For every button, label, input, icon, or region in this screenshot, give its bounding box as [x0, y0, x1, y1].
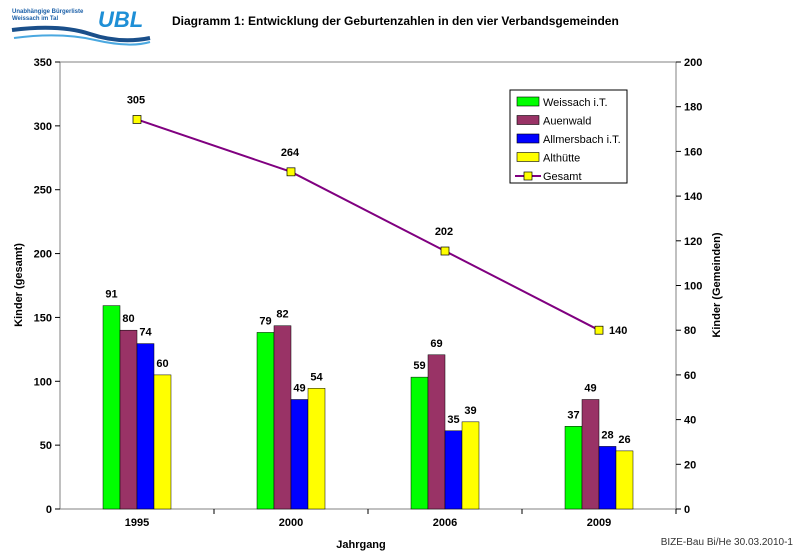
bar-weissach-i-t-: [256, 332, 275, 510]
bar-allmersbach-i-t-: [136, 343, 155, 510]
data-label: 80: [122, 313, 134, 325]
legend-label: Auenwald: [543, 116, 591, 128]
y-tick-label: 50: [40, 440, 52, 452]
line-gesamt: [136, 118, 600, 332]
bar-alth-tte: [307, 388, 326, 510]
y2-tick-label: 0: [684, 504, 690, 516]
legend-swatch: [516, 133, 540, 144]
data-label: 49: [584, 382, 596, 394]
data-label: 82: [276, 309, 288, 321]
bar-weissach-i-t-: [102, 305, 121, 510]
bar-auenwald: [581, 399, 600, 510]
y2-tick-label: 180: [684, 102, 702, 114]
legend-marker: [523, 171, 533, 181]
y2-tick-label: 100: [684, 281, 702, 293]
logo: Unabhängige Bürgerliste Weissach im Tal …: [11, 7, 151, 46]
point-gesamt: [440, 246, 450, 256]
data-label: 49: [293, 382, 305, 394]
data-label: 79: [259, 315, 271, 327]
y2-tick-label: 140: [684, 191, 702, 203]
data-label: 35: [447, 414, 459, 426]
legend-label: Weissach i.T.: [543, 97, 608, 109]
y-tick-label: 100: [34, 376, 52, 388]
bar-allmersbach-i-t-: [290, 399, 309, 510]
bar-auenwald: [119, 329, 138, 510]
y2-tick-label: 20: [684, 459, 696, 471]
data-label: 39: [464, 405, 476, 417]
data-label: 28: [601, 429, 613, 441]
x-tick-label: 1995: [125, 517, 149, 529]
bar-alth-tte: [615, 450, 634, 510]
legend-swatch: [516, 115, 540, 125]
legend-label: Althütte: [543, 153, 580, 165]
data-label: 59: [413, 360, 425, 372]
x-tick-label: 2009: [587, 517, 611, 529]
legend-label: Allmersbach i.T.: [543, 134, 621, 146]
data-label: 91: [105, 289, 117, 301]
bar-auenwald: [273, 325, 292, 510]
y2-tick-label: 60: [684, 370, 696, 382]
data-label: 26: [618, 434, 630, 446]
bar-allmersbach-i-t-: [444, 430, 463, 510]
footer-note: BIZE-Bau Bi/He 30.03.2010-1: [661, 537, 794, 548]
data-label-gesamt: 305: [127, 94, 145, 106]
y-tick-label: 250: [34, 185, 52, 197]
data-label: 60: [156, 358, 168, 370]
y-tick-label: 200: [34, 249, 52, 261]
bar-alth-tte: [461, 421, 480, 510]
x-tick-label: 2000: [279, 517, 303, 529]
bar-auenwald: [427, 354, 446, 510]
y2-axis-label: Kinder (Gemeinden): [711, 232, 723, 337]
y2-tick-label: 120: [684, 236, 702, 248]
point-gesamt: [594, 325, 604, 335]
chart-title: Diagramm 1: Entwicklung der Geburtenzahl…: [172, 14, 619, 28]
point-gesamt: [286, 167, 296, 177]
x-tick-label: 2006: [433, 517, 457, 529]
data-label: 69: [430, 338, 442, 350]
logo-wave: [11, 25, 151, 43]
y2-tick-label: 200: [684, 57, 702, 69]
data-label: 74: [139, 327, 152, 339]
data-label-gesamt: 264: [281, 147, 300, 159]
data-label-gesamt: 202: [435, 226, 453, 238]
y2-tick-label: 40: [684, 415, 696, 427]
bar-weissach-i-t-: [564, 426, 583, 510]
logo-line2: Weissach im Tal: [12, 16, 58, 22]
data-label: 54: [310, 371, 323, 383]
bar-alth-tte: [153, 374, 172, 510]
y-tick-label: 0: [46, 504, 52, 516]
legend-label: Gesamt: [543, 171, 582, 183]
legend-swatch: [516, 96, 540, 107]
bar-weissach-i-t-: [410, 376, 429, 510]
bar-allmersbach-i-t-: [598, 446, 617, 510]
legend-swatch: [516, 152, 540, 162]
data-label-gesamt: 140: [609, 325, 627, 337]
y-tick-label: 350: [34, 57, 52, 69]
y-tick-label: 300: [34, 121, 52, 133]
logo-wave: [13, 34, 151, 46]
data-label: 37: [567, 409, 579, 421]
legend: Weissach i.T. Auenwald Allmersbach i.T. Alt…: [509, 89, 628, 184]
y-axis-label: Kinder (gesamt): [13, 243, 25, 327]
y2-tick-label: 160: [684, 146, 702, 158]
x-axis-label: Jahrgang: [336, 539, 386, 551]
logo-mark: UBL: [98, 7, 143, 32]
y2-tick-label: 80: [684, 325, 696, 337]
logo-line1: Unabhängige Bürgerliste: [12, 9, 84, 15]
point-gesamt: [132, 115, 142, 124]
y-tick-label: 150: [34, 312, 52, 324]
